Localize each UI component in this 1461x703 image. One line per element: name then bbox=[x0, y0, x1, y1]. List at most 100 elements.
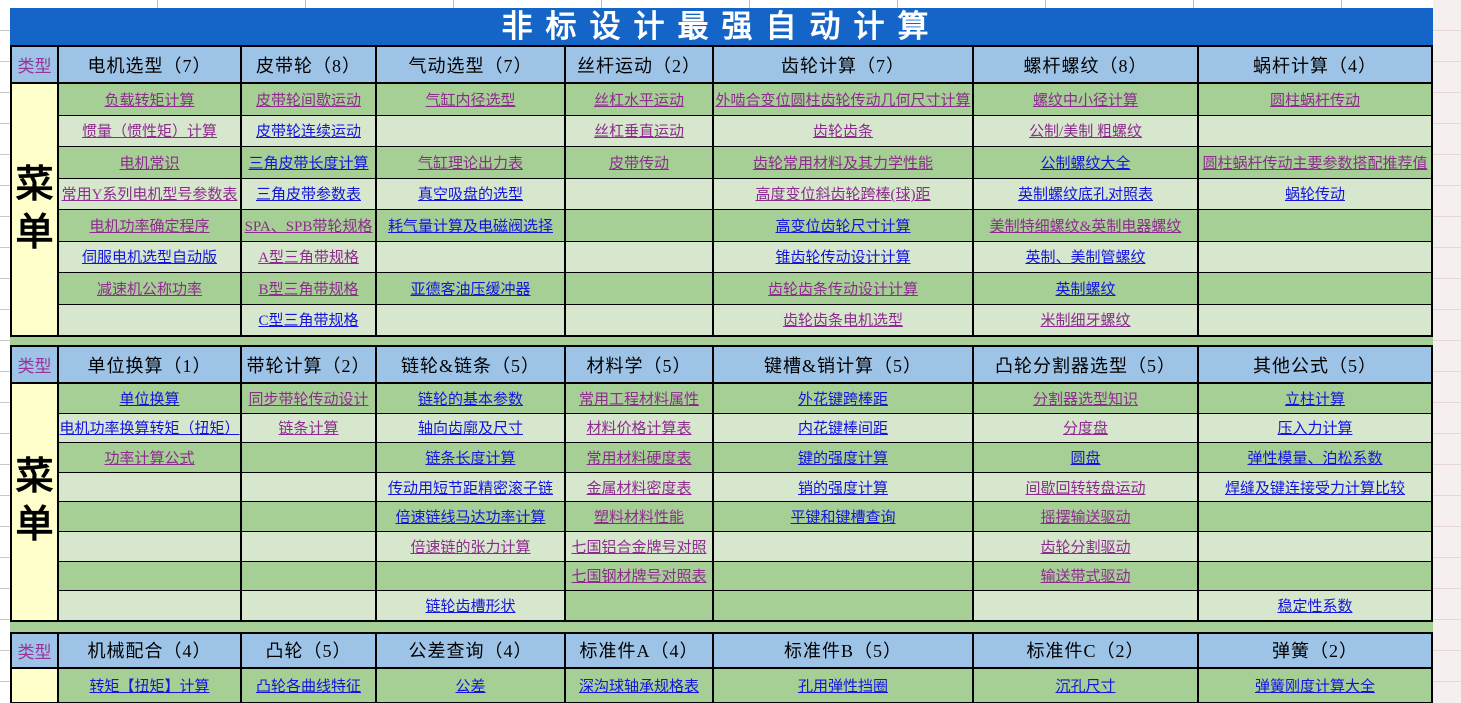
menu-link[interactable]: 美制特细螺纹&英制电器螺纹 bbox=[989, 218, 1182, 235]
menu-link[interactable]: 外啮合变位圆柱齿轮传动几何尺寸计算 bbox=[715, 92, 971, 109]
menu-link[interactable]: 弹簧刚度计算大全 bbox=[1254, 678, 1375, 695]
menu-link[interactable]: 减速机公称功率 bbox=[96, 281, 202, 298]
menu-link[interactable]: 皮带轮连续运动 bbox=[255, 124, 361, 141]
menu-link[interactable]: 常用工程材料属性 bbox=[578, 391, 699, 408]
menu-link[interactable]: 蜗轮传动 bbox=[1284, 187, 1345, 204]
menu-link[interactable]: 转矩【扭矩】计算 bbox=[89, 678, 210, 695]
menu-link[interactable]: 塑料材料性能 bbox=[593, 510, 684, 527]
link-cell: 减速机公称功率 bbox=[59, 273, 240, 304]
menu-link[interactable]: 高变位齿轮尺寸计算 bbox=[775, 218, 911, 235]
menu-link[interactable]: 公制螺纹大全 bbox=[1040, 155, 1131, 172]
menu-link[interactable]: 间歇回转转盘运动 bbox=[1025, 480, 1146, 497]
menu-link[interactable]: 立柱计算 bbox=[1284, 391, 1345, 408]
menu-link[interactable]: 输送带式驱动 bbox=[1040, 569, 1131, 586]
menu-link[interactable]: 压入力计算 bbox=[1277, 421, 1353, 438]
menu-link[interactable]: 链条计算 bbox=[278, 421, 339, 438]
menu-link[interactable]: 分割器选型知识 bbox=[1032, 391, 1138, 408]
menu-link[interactable]: 英制螺纹底孔对照表 bbox=[1017, 187, 1153, 204]
menu-link[interactable]: 惯量（惯性矩）计算 bbox=[81, 124, 217, 141]
menu-link[interactable]: 耗气量计算及电磁阀选择 bbox=[387, 218, 553, 235]
menu-link[interactable]: 气缸内径选型 bbox=[425, 92, 516, 109]
menu-link[interactable]: 锥齿轮传动设计计算 bbox=[775, 250, 911, 267]
menu-link[interactable]: 常用材料硬度表 bbox=[586, 450, 692, 467]
link-cell: 皮带传动 bbox=[566, 147, 712, 178]
menu-link[interactable]: 键的强度计算 bbox=[797, 450, 888, 467]
column-header: 凸轮（5） bbox=[242, 633, 375, 668]
menu-link[interactable]: 齿轮齿条电机选型 bbox=[782, 313, 903, 330]
menu-link[interactable]: 亚德客油压缓冲器 bbox=[410, 281, 531, 298]
link-cell: 外花键跨棒距 bbox=[714, 384, 972, 413]
link-cell: 塑料材料性能 bbox=[566, 502, 712, 531]
menu-link[interactable]: 稳定性系数 bbox=[1277, 598, 1353, 615]
menu-link[interactable]: 七国钢材牌号对照表 bbox=[571, 569, 707, 586]
menu-link[interactable]: 米制细牙螺纹 bbox=[1040, 313, 1131, 330]
menu-link[interactable]: 三角皮带长度计算 bbox=[248, 155, 369, 172]
menu-link[interactable]: 深沟球轴承规格表 bbox=[578, 678, 699, 695]
menu-link[interactable]: 皮带传动 bbox=[608, 155, 669, 172]
menu-link[interactable]: 倍速链线马达功率计算 bbox=[395, 510, 546, 527]
menu-link[interactable]: 齿轮齿条 bbox=[812, 124, 873, 141]
menu-link[interactable]: 弹性模量、泊松系数 bbox=[1247, 450, 1383, 467]
column-header: 链轮&链条（5） bbox=[377, 347, 564, 383]
menu-link[interactable]: 电机常识 bbox=[119, 155, 180, 172]
menu-link[interactable]: 气缸理论出力表 bbox=[417, 155, 523, 172]
menu-link[interactable]: 丝杠水平运动 bbox=[593, 92, 684, 109]
menu-link[interactable]: 真空吸盘的选型 bbox=[417, 187, 523, 204]
menu-link[interactable]: B型三角带规格 bbox=[258, 281, 359, 298]
menu-link[interactable]: 电机功率确定程序 bbox=[89, 218, 210, 235]
menu-link[interactable]: 齿轮常用材料及其力学性能 bbox=[752, 155, 933, 172]
menu-link[interactable]: 单位换算 bbox=[119, 391, 180, 408]
menu-link[interactable]: 三角皮带参数表 bbox=[255, 187, 361, 204]
menu-link[interactable]: 轴向齿廓及尺寸 bbox=[417, 421, 523, 438]
menu-link[interactable]: 功率计算公式 bbox=[104, 450, 195, 467]
menu-link[interactable]: 高度变位斜齿轮跨棒(球)距 bbox=[755, 187, 931, 204]
menu-link[interactable]: 链轮的基本参数 bbox=[417, 391, 523, 408]
link-cell: 金属材料密度表 bbox=[566, 472, 712, 502]
menu-link[interactable]: 圆柱蜗杆传动 bbox=[1269, 92, 1360, 109]
menu-link[interactable]: 螺纹中小径计算 bbox=[1032, 92, 1138, 109]
menu-link[interactable]: 常用Y系列电机型号参数表 bbox=[61, 187, 238, 204]
menu-link[interactable]: 齿轮齿条传动设计计算 bbox=[767, 281, 918, 298]
menu-link[interactable]: 金属材料密度表 bbox=[586, 480, 692, 497]
menu-link[interactable]: 皮带轮间歇运动 bbox=[255, 92, 361, 109]
menu-link[interactable]: 外花键跨棒距 bbox=[797, 391, 888, 408]
menu-link[interactable]: 英制、美制管螺纹 bbox=[1025, 250, 1146, 267]
menu-link[interactable]: 圆盘 bbox=[1070, 450, 1101, 467]
menu-link[interactable]: 沉孔尺寸 bbox=[1055, 678, 1116, 695]
link-cell: 气缸理论出力表 bbox=[377, 147, 564, 178]
menu-link[interactable]: A型三角带规格 bbox=[258, 250, 359, 267]
menu-link[interactable]: 焊缝及键连接受力计算比较 bbox=[1224, 480, 1405, 497]
column-header: 气动选型（7） bbox=[377, 47, 564, 83]
menu-link[interactable]: 电机功率换算转矩（扭矩） bbox=[59, 421, 240, 438]
link-cell: 惯量（惯性矩）计算 bbox=[59, 115, 240, 146]
menu-link[interactable]: 公差 bbox=[455, 678, 486, 695]
menu-link[interactable]: 孔用弹性挡圈 bbox=[797, 678, 888, 695]
link-cell: 倍速链的张力计算 bbox=[377, 531, 564, 561]
menu-link[interactable]: 内花键棒间距 bbox=[797, 421, 888, 438]
menu-link[interactable]: 伺服电机选型自动版 bbox=[81, 250, 217, 267]
menu-link[interactable]: 摇摆输送驱动 bbox=[1040, 510, 1131, 527]
menu-link[interactable]: 英制螺纹 bbox=[1055, 281, 1116, 298]
menu-link[interactable]: C型三角带规格 bbox=[258, 313, 359, 330]
menu-link[interactable]: 链条长度计算 bbox=[425, 450, 516, 467]
menu-link[interactable]: SPA、SPB带轮规格 bbox=[244, 218, 373, 235]
menu-link[interactable]: 丝杠垂直运动 bbox=[593, 124, 684, 141]
menu-link[interactable]: 链轮齿槽形状 bbox=[425, 598, 516, 615]
menu-link[interactable]: 传动用短节距精密滚子链 bbox=[387, 480, 553, 497]
menu-link[interactable]: 齿轮分割驱动 bbox=[1040, 539, 1131, 556]
menu-link[interactable]: 负载转矩计算 bbox=[104, 92, 195, 109]
menu-link[interactable]: 销的强度计算 bbox=[797, 480, 888, 497]
link-cell bbox=[714, 561, 972, 591]
menu-link[interactable]: 同步带轮传动设计 bbox=[248, 391, 369, 408]
link-cell: 三角皮带长度计算 bbox=[242, 147, 375, 178]
link-cell: 平键和键槽查询 bbox=[714, 502, 972, 531]
menu-link[interactable]: 公制/美制 粗螺纹 bbox=[1029, 124, 1142, 141]
menu-link[interactable]: 倍速链的张力计算 bbox=[410, 539, 531, 556]
menu-link[interactable]: 平键和键槽查询 bbox=[790, 510, 896, 527]
menu-link[interactable]: 分度盘 bbox=[1062, 421, 1108, 438]
menu-link[interactable]: 圆柱蜗杆传动主要参数搭配推荐值 bbox=[1202, 155, 1428, 172]
menu-link[interactable]: 凸轮各曲线特征 bbox=[255, 678, 361, 695]
menu-link[interactable]: 七国铝合金牌号对照 bbox=[571, 539, 707, 556]
link-cell: 真空吸盘的选型 bbox=[377, 178, 564, 209]
menu-link[interactable]: 材料价格计算表 bbox=[586, 421, 692, 438]
